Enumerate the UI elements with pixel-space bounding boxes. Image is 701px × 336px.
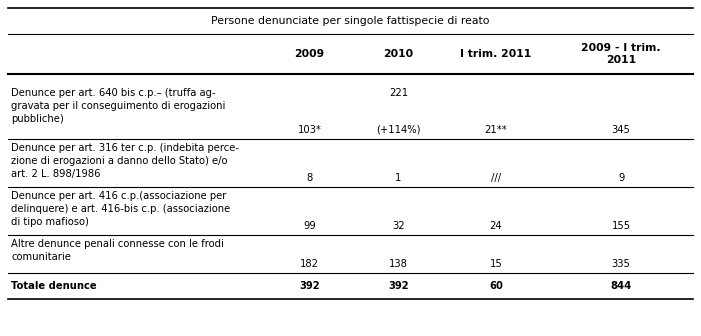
Text: 155: 155 <box>611 221 631 231</box>
Text: 99: 99 <box>303 221 315 231</box>
Text: Altre denunce penali connesse con le frodi
comunitarie: Altre denunce penali connesse con le fro… <box>11 239 224 262</box>
Text: 1: 1 <box>395 173 402 183</box>
Text: 2009: 2009 <box>294 49 325 59</box>
Text: 844: 844 <box>611 281 632 291</box>
Text: 60: 60 <box>489 281 503 291</box>
Text: 345: 345 <box>612 125 630 135</box>
Text: Persone denunciate per singole fattispecie di reato: Persone denunciate per singole fattispec… <box>211 16 490 26</box>
Text: 15: 15 <box>490 259 503 269</box>
Text: (+114%): (+114%) <box>376 125 421 135</box>
Text: 182: 182 <box>300 259 319 269</box>
Text: 2010: 2010 <box>383 49 414 59</box>
Text: 103*: 103* <box>297 125 321 135</box>
Text: 221: 221 <box>389 88 408 98</box>
Text: 21**: 21** <box>484 125 508 135</box>
Text: 24: 24 <box>490 221 503 231</box>
Text: I trim. 2011: I trim. 2011 <box>461 49 531 59</box>
Text: 392: 392 <box>388 281 409 291</box>
Text: 2009 - I trim.
2011: 2009 - I trim. 2011 <box>581 43 661 65</box>
Text: Denunce per art. 316 ter c.p. (indebita perce-
zione di erogazioni a danno dello: Denunce per art. 316 ter c.p. (indebita … <box>11 143 239 179</box>
Text: 32: 32 <box>392 221 404 231</box>
Text: ///: /// <box>491 173 501 183</box>
Text: 392: 392 <box>299 281 320 291</box>
Text: 8: 8 <box>306 173 313 183</box>
Text: 335: 335 <box>612 259 630 269</box>
Text: 9: 9 <box>618 173 625 183</box>
Text: 138: 138 <box>389 259 408 269</box>
Text: Totale denunce: Totale denunce <box>11 281 97 291</box>
Text: Denunce per art. 416 c.p.(associazione per
delinquere) e art. 416-bis c.p. (asso: Denunce per art. 416 c.p.(associazione p… <box>11 191 230 226</box>
Text: Denunce per art. 640 bis c.p.– (truffa ag-
gravata per il conseguimento di eroga: Denunce per art. 640 bis c.p.– (truffa a… <box>11 88 226 124</box>
